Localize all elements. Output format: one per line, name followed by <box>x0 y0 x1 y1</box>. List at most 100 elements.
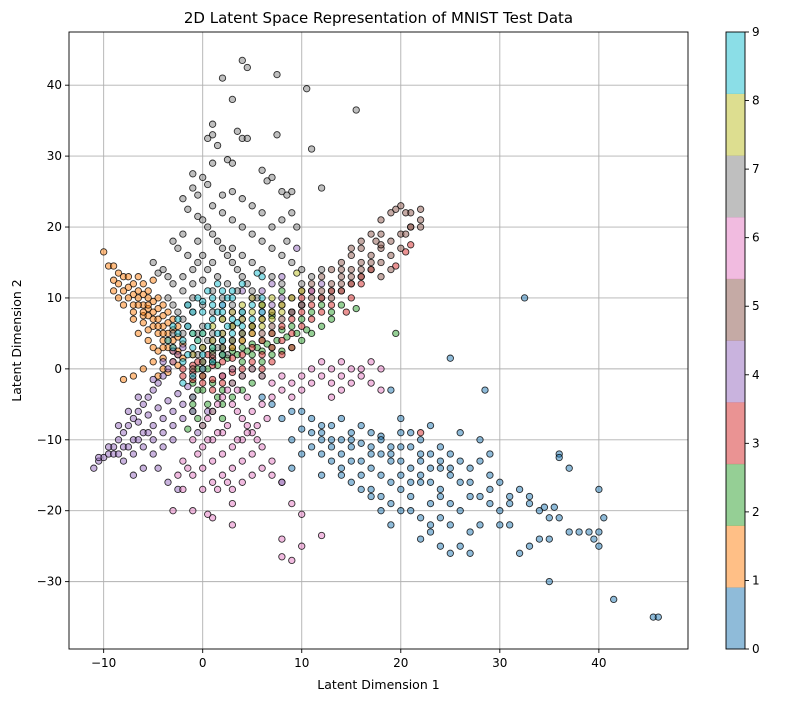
data-point <box>298 301 306 309</box>
data-point <box>436 485 445 494</box>
data-point <box>436 443 445 451</box>
data-point <box>426 450 435 458</box>
data-point <box>159 414 167 423</box>
data-point <box>307 414 316 423</box>
data-point <box>327 287 336 295</box>
data-point <box>144 336 152 345</box>
data-point <box>199 173 207 182</box>
data-point <box>213 237 222 245</box>
data-point <box>268 301 276 309</box>
data-point <box>204 287 212 295</box>
data-point <box>327 294 336 302</box>
data-point <box>144 294 152 302</box>
data-point <box>372 237 380 245</box>
data-point <box>169 343 177 352</box>
data-point <box>357 265 365 274</box>
data-point <box>278 280 286 288</box>
data-point <box>199 365 207 373</box>
data-point <box>268 329 276 338</box>
y-axis-label: Latent Dimension 2 <box>9 279 24 401</box>
data-point <box>164 478 172 486</box>
data-point <box>263 414 271 423</box>
data-point <box>545 514 553 522</box>
data-point <box>114 436 123 444</box>
data-point <box>248 230 256 238</box>
data-point <box>298 336 306 345</box>
data-point <box>149 358 157 366</box>
series-digit-6 <box>169 358 385 565</box>
data-point <box>416 514 425 522</box>
data-point <box>347 436 355 444</box>
data-point <box>268 457 276 465</box>
data-point <box>268 393 276 401</box>
data-point <box>426 421 435 430</box>
data-point <box>169 301 177 309</box>
data-point <box>258 358 266 366</box>
data-point <box>174 361 182 369</box>
data-point <box>397 202 405 210</box>
data-point <box>317 294 326 302</box>
data-point <box>154 315 162 323</box>
data-point <box>189 280 197 288</box>
data-point <box>144 287 152 295</box>
data-point <box>377 258 385 267</box>
data-point <box>228 258 237 267</box>
data-point <box>575 528 583 536</box>
data-point <box>327 457 336 465</box>
data-point <box>407 507 415 515</box>
data-point <box>595 528 603 536</box>
data-point <box>258 273 266 281</box>
x-axis-ticks: −10 0 10 20 30 40 <box>91 649 607 670</box>
data-point <box>278 301 286 309</box>
data-point <box>387 237 395 245</box>
data-point <box>303 326 311 334</box>
data-point <box>288 343 296 352</box>
y-tick-label: 10 <box>47 291 62 305</box>
data-point <box>179 230 187 238</box>
data-point <box>184 464 192 472</box>
data-point <box>377 216 385 224</box>
data-point <box>337 471 346 479</box>
data-point <box>208 386 217 394</box>
data-point <box>377 450 385 458</box>
data-point <box>199 251 207 260</box>
data-point <box>357 280 365 288</box>
data-point <box>307 308 316 316</box>
data-point <box>238 251 246 260</box>
data-point <box>199 464 207 472</box>
data-point <box>159 265 167 274</box>
data-point <box>397 485 405 494</box>
data-point <box>337 436 346 444</box>
data-point <box>253 421 261 430</box>
data-point <box>278 478 286 486</box>
data-point <box>535 507 544 515</box>
data-point <box>248 202 256 210</box>
data-point <box>179 400 187 408</box>
data-point <box>555 453 563 462</box>
data-point <box>416 471 425 479</box>
data-point <box>545 577 553 586</box>
data-point <box>407 443 415 451</box>
data-point <box>228 301 237 309</box>
colorbar-segment <box>726 93 745 156</box>
data-point <box>347 265 355 274</box>
data-point <box>149 297 157 306</box>
data-point <box>189 184 197 192</box>
data-point <box>208 131 217 139</box>
data-point <box>347 443 355 451</box>
data-point <box>218 209 227 217</box>
data-point <box>228 187 237 196</box>
data-point <box>208 514 217 522</box>
data-point <box>204 400 212 408</box>
data-point <box>100 248 108 256</box>
y-axis-ticks: −30 −20 −10 0 10 20 30 40 <box>37 78 69 589</box>
data-point <box>228 393 237 401</box>
data-point <box>199 379 207 387</box>
data-point <box>268 280 276 288</box>
data-point <box>243 421 251 430</box>
data-point <box>243 63 251 72</box>
data-point <box>154 294 162 302</box>
data-point <box>327 421 336 430</box>
data-point <box>263 340 271 348</box>
data-point <box>545 535 553 543</box>
